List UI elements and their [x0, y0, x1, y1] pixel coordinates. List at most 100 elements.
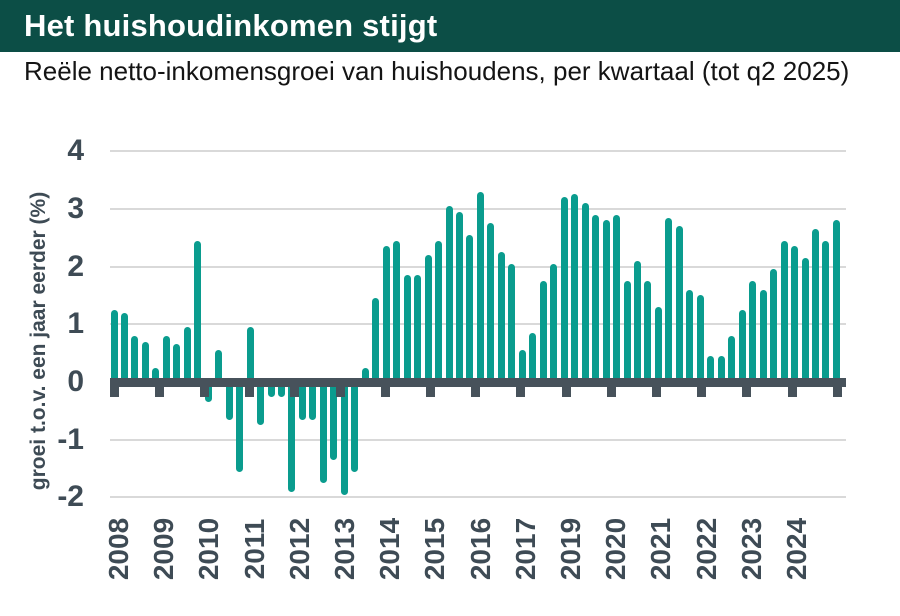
- x-tick: [561, 386, 571, 397]
- x-tick-label: 2022: [690, 517, 722, 581]
- bar: [550, 263, 558, 385]
- bar: [194, 240, 202, 385]
- x-tick-label: 2023: [735, 517, 767, 581]
- x-tick: [832, 386, 842, 397]
- bar: [414, 275, 422, 385]
- bar: [246, 327, 254, 385]
- x-tick-label: 2019: [555, 517, 586, 581]
- x-tick-label: 2010: [193, 517, 225, 581]
- bar: [644, 281, 652, 385]
- y-tick-label: 3: [67, 191, 84, 225]
- bar: [696, 295, 704, 385]
- x-tick: [335, 386, 345, 397]
- bar: [288, 382, 296, 492]
- x-axis-line: [110, 377, 846, 387]
- bar: [110, 309, 118, 385]
- bar: [435, 240, 443, 385]
- y-tick-label: 0: [67, 365, 84, 398]
- x-tick-label: 2011: [238, 518, 270, 580]
- bar: [225, 382, 233, 420]
- bar: [602, 220, 610, 385]
- bar: [466, 234, 474, 385]
- x-tick-label: 2021: [645, 517, 677, 581]
- x-tick: [380, 386, 390, 397]
- bar: [382, 246, 390, 385]
- bar: [267, 382, 275, 397]
- y-tick-label: -1: [57, 422, 84, 456]
- x-tick: [425, 386, 435, 397]
- bar: [476, 191, 484, 385]
- bar: [278, 382, 286, 397]
- bar: [403, 275, 411, 385]
- bar: [738, 309, 746, 385]
- bar: [361, 367, 369, 385]
- bar: [351, 382, 359, 472]
- chart-subtitle: Reële netto-inkomensgroei van huishouden…: [24, 56, 850, 86]
- x-tick: [154, 386, 164, 397]
- bar: [424, 255, 432, 385]
- bar: [529, 332, 537, 385]
- bar: [592, 214, 600, 385]
- header-bar: Het huishoudinkomen stijgt: [0, 0, 900, 52]
- bar: [120, 312, 128, 385]
- bar: [613, 214, 621, 385]
- bar: [309, 382, 317, 420]
- x-tick-label: 2009: [148, 517, 180, 581]
- x-tick: [516, 386, 526, 397]
- bar: [508, 263, 516, 385]
- y-tick-label: 2: [67, 249, 84, 283]
- x-tick-label: 2008: [103, 517, 134, 581]
- bar: [571, 194, 579, 385]
- bar: [728, 335, 736, 385]
- x-tick-label: 2024: [781, 517, 812, 581]
- bar: [330, 382, 338, 460]
- x-tick: [742, 386, 752, 397]
- bar: [623, 281, 631, 385]
- x-tick: [787, 386, 797, 397]
- bar: [456, 211, 463, 385]
- bar: [717, 356, 725, 385]
- bar: [811, 229, 819, 385]
- gridline: [110, 150, 846, 153]
- bar: [340, 382, 348, 495]
- bar: [445, 206, 453, 385]
- bar: [518, 350, 526, 385]
- x-tick: [697, 386, 707, 397]
- bar: [215, 350, 223, 385]
- x-tick: [109, 386, 119, 397]
- x-tick-label: 2014: [374, 517, 406, 581]
- bar: [257, 382, 265, 426]
- bar: [654, 306, 662, 385]
- bar: [372, 298, 380, 385]
- x-tick-label: 2017: [509, 517, 541, 581]
- x-tick-label: 2020: [600, 517, 632, 581]
- gridline: [110, 496, 846, 499]
- bar: [539, 281, 547, 385]
- bar: [236, 382, 244, 472]
- x-tick-label: 2015: [419, 517, 451, 581]
- bar: [173, 344, 181, 385]
- bar: [770, 269, 778, 385]
- bar: [801, 257, 809, 385]
- bar: [749, 281, 757, 385]
- y-tick-label: 1: [67, 307, 84, 341]
- bar: [393, 240, 401, 385]
- bar: [791, 246, 799, 385]
- bar: [780, 240, 788, 385]
- bar: [141, 341, 149, 385]
- bar: [183, 327, 191, 385]
- bar: [497, 252, 505, 385]
- x-tick-label: 2012: [283, 517, 315, 581]
- x-tick: [471, 386, 481, 397]
- bar: [162, 335, 170, 385]
- bar: [152, 367, 160, 385]
- bar: [487, 223, 495, 385]
- bar: [832, 220, 840, 385]
- bar: [759, 289, 767, 385]
- chart-title: Het huishoudinkomen stijgt: [24, 8, 438, 43]
- bar: [319, 382, 327, 484]
- bar: [560, 197, 568, 385]
- x-tick: [651, 386, 661, 397]
- x-tick: [290, 386, 300, 397]
